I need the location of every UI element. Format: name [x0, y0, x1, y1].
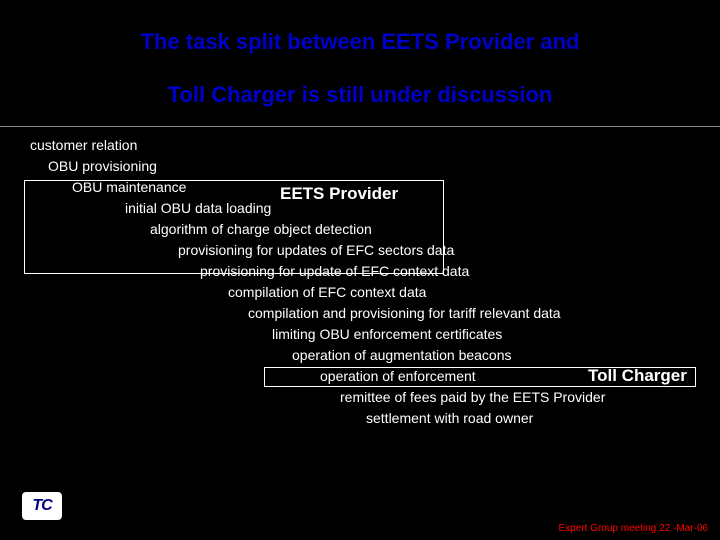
item-9: limiting OBU enforcement certificates — [30, 324, 700, 345]
footer-text: Expert Group meeting 22 -Mar-06 — [558, 523, 708, 534]
item-7: compilation of EFC context data — [30, 282, 700, 303]
item-1: OBU provisioning — [30, 156, 700, 177]
logo: TC — [22, 492, 62, 520]
item-0: customer relation — [30, 135, 700, 156]
toll-charger-label: Toll Charger — [588, 366, 687, 386]
title-line-2: Toll Charger is still under discussion — [40, 77, 680, 112]
item-12: remittee of fees paid by the EETS Provid… — [30, 387, 700, 408]
item-8: compilation and provisioning for tariff … — [30, 303, 700, 324]
slide-title: The task split between EETS Provider and… — [0, 0, 720, 112]
logo-text: TC — [32, 497, 51, 515]
logo-bg: TC — [22, 492, 62, 520]
eets-provider-label: EETS Provider — [280, 184, 398, 204]
title-line-1: The task split between EETS Provider and — [40, 24, 680, 59]
item-10: operation of augmentation beacons — [30, 345, 700, 366]
item-13: settlement with road owner — [30, 408, 700, 429]
